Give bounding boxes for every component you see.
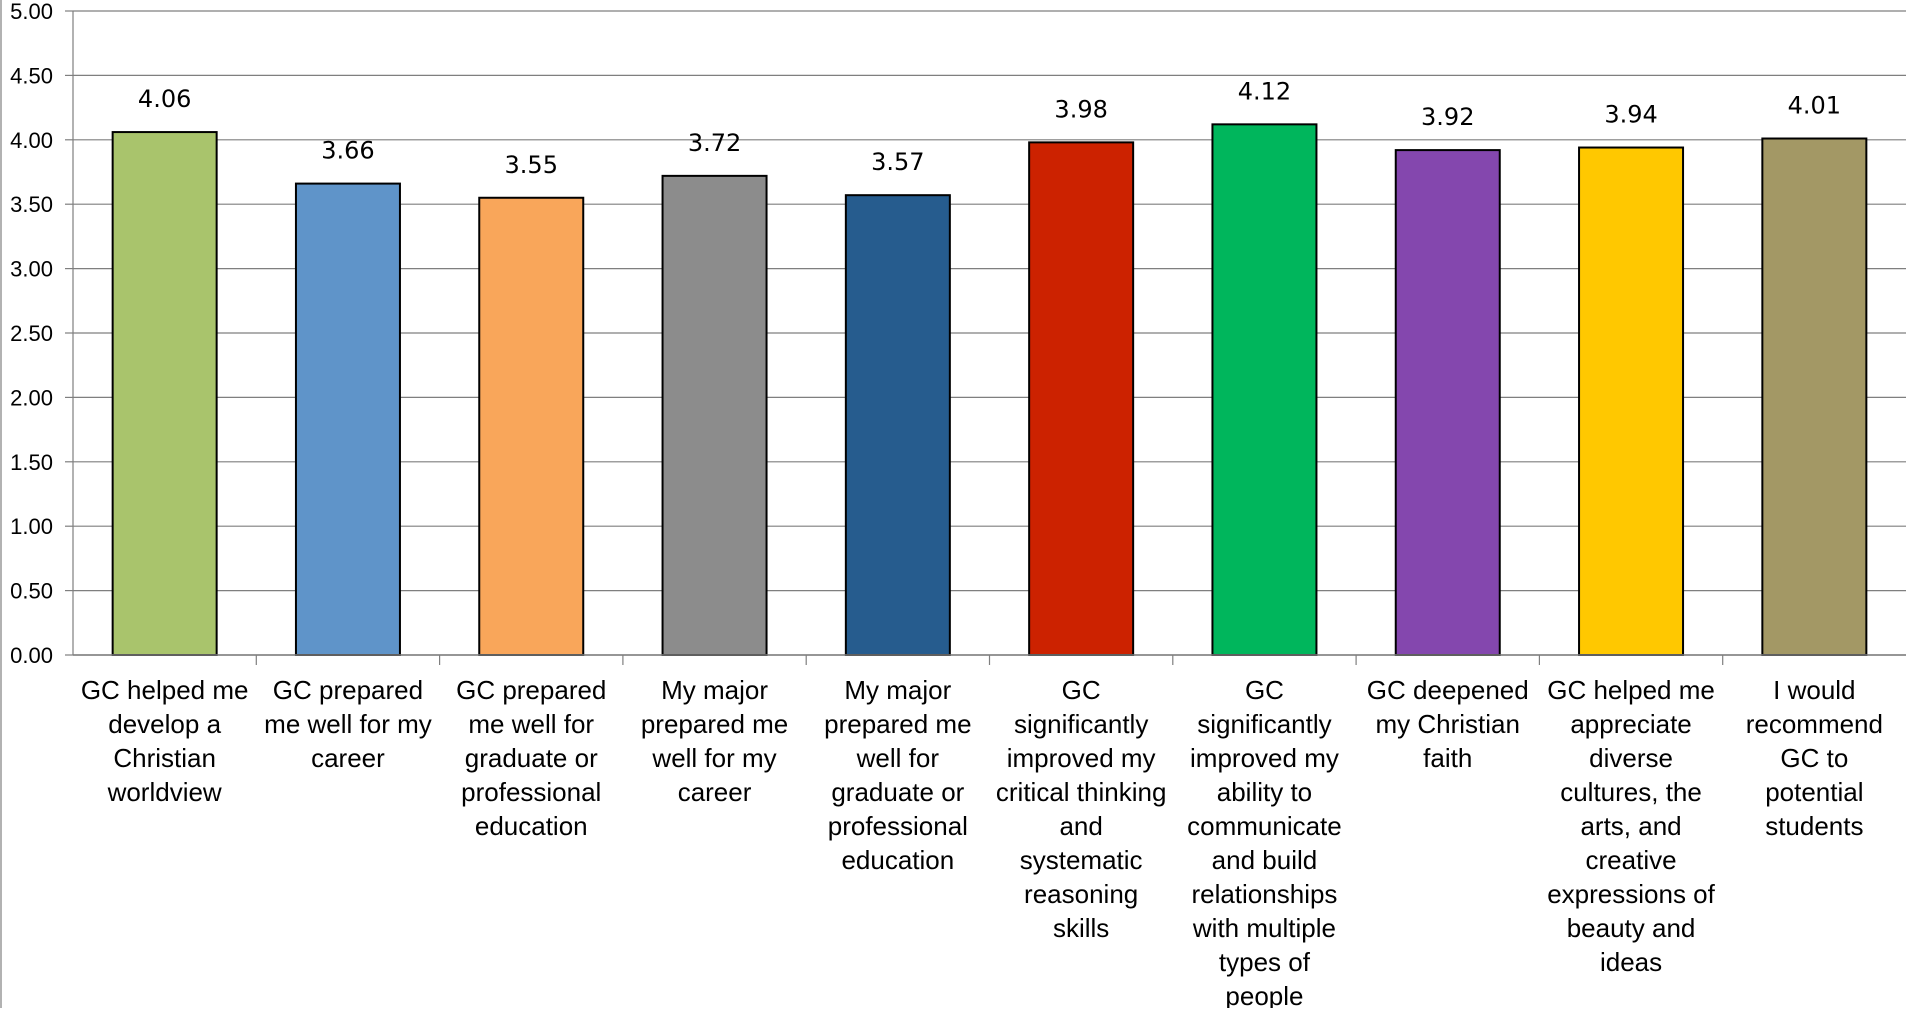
bar	[1761, 137, 1868, 656]
category-label-line: systematic	[1020, 845, 1143, 875]
category-label-line: improved my	[1190, 743, 1339, 773]
y-tick-label: 3.50	[10, 192, 53, 217]
category-label-line: GC to	[1780, 743, 1848, 773]
value-label: 4.01	[1788, 92, 1841, 120]
category-label-line: and build	[1212, 845, 1318, 875]
category-label-line: education	[841, 845, 954, 875]
value-label: 3.66	[321, 137, 374, 165]
category-label-line: GC prepared	[456, 675, 606, 705]
category-label-line: diverse	[1589, 743, 1673, 773]
category-label-line: worldview	[107, 777, 222, 807]
value-label: 3.92	[1421, 103, 1474, 131]
category-label-line: develop a	[108, 709, 221, 739]
category-label-line: My major	[844, 675, 951, 705]
category-label-line: my Christian	[1376, 709, 1520, 739]
category-label-line: well for	[856, 743, 940, 773]
category-label-line: GC prepared	[273, 675, 423, 705]
category-label-line: Christian	[113, 743, 216, 773]
value-label: 4.06	[138, 85, 191, 113]
bar	[111, 131, 218, 656]
category-label-line: beauty and	[1567, 913, 1696, 943]
category-label-line: reasoning	[1024, 879, 1138, 909]
category-label-line: education	[475, 811, 588, 841]
category-label-line: prepared me	[641, 709, 788, 739]
bar	[661, 174, 768, 656]
category-label-line: critical thinking	[996, 777, 1167, 807]
y-tick-label: 4.00	[10, 128, 53, 153]
y-tick-label: 1.00	[10, 514, 53, 539]
category-label-line: relationships	[1191, 879, 1337, 909]
category-label-line: GC helped me	[81, 675, 249, 705]
category-label-line: ability to	[1217, 777, 1312, 807]
bar	[1211, 123, 1318, 657]
bar	[478, 196, 585, 656]
category-label-line: GC	[1062, 675, 1101, 705]
value-label: 3.98	[1054, 95, 1107, 123]
value-label: 4.12	[1238, 77, 1291, 105]
category-label-line: creative	[1586, 845, 1677, 875]
y-tick-label: 2.00	[10, 385, 53, 410]
category-label-line: skills	[1053, 913, 1109, 943]
category-label-line: me well for	[468, 709, 594, 739]
y-tick-label: 3.00	[10, 257, 53, 282]
category-label-line: prepared me	[824, 709, 971, 739]
category-label-line: professional	[461, 777, 601, 807]
category-label-line: GC helped me	[1547, 675, 1715, 705]
bar	[1394, 149, 1501, 656]
value-label: 3.94	[1604, 101, 1657, 129]
category-label-line: professional	[828, 811, 968, 841]
y-tick-label: 0.00	[10, 643, 53, 668]
category-label-line: improved my	[1007, 743, 1156, 773]
category-label-line: well for my	[651, 743, 776, 773]
category-label-line: and	[1059, 811, 1102, 841]
category-label-line: appreciate	[1570, 709, 1691, 739]
y-tick-label: 5.00	[10, 0, 53, 24]
category-label-line: significantly	[1197, 709, 1331, 739]
category-label-line: I would	[1773, 675, 1855, 705]
category-label-line: GC	[1245, 675, 1284, 705]
category-label-line: significantly	[1014, 709, 1148, 739]
value-label: 3.55	[505, 151, 558, 179]
category-label-line: me well for my	[264, 709, 432, 739]
bar	[844, 194, 951, 657]
bar	[1028, 141, 1135, 657]
category-label-line: expressions of	[1547, 879, 1715, 909]
category-label-line: My major	[661, 675, 768, 705]
y-tick-label: 0.50	[10, 579, 53, 604]
y-tick-label: 2.50	[10, 321, 53, 346]
category-label-line: arts, and	[1580, 811, 1681, 841]
category-label-line: career	[678, 777, 752, 807]
category-label-line: ideas	[1600, 947, 1662, 977]
category-label-line: cultures, the	[1560, 777, 1702, 807]
bar	[1578, 146, 1685, 656]
value-label: 3.57	[871, 148, 924, 176]
category-label-line: GC deepened	[1367, 675, 1529, 705]
y-tick-label: 1.50	[10, 450, 53, 475]
bar	[294, 182, 401, 656]
category-label-line: graduate or	[465, 743, 598, 773]
y-tick-label: 4.50	[10, 63, 53, 88]
category-label-line: people	[1225, 981, 1303, 1008]
category-label-line: students	[1765, 811, 1863, 841]
category-label-line: types of	[1219, 947, 1311, 977]
category-label-line: graduate or	[831, 777, 964, 807]
category-label-line: potential	[1765, 777, 1863, 807]
category-label-line: faith	[1423, 743, 1472, 773]
category-label-line: with multiple	[1192, 913, 1336, 943]
category-label-line: career	[311, 743, 385, 773]
value-label: 3.72	[688, 129, 741, 157]
category-label-line: communicate	[1187, 811, 1342, 841]
category-label-line: recommend	[1746, 709, 1883, 739]
